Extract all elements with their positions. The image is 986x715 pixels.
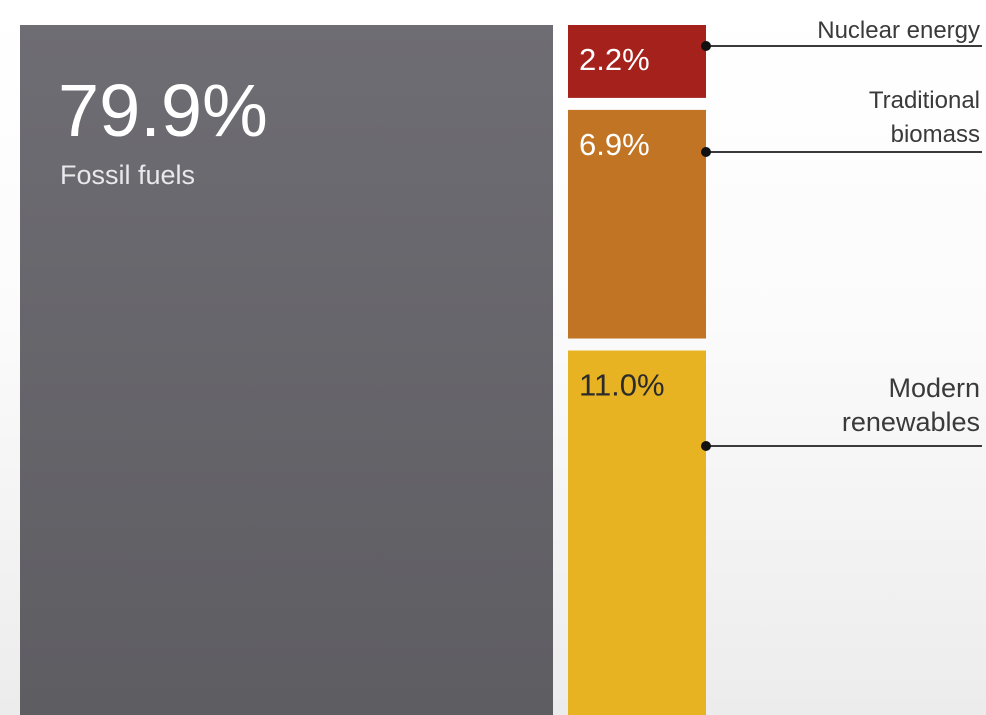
block-modern-renewables: [568, 350, 706, 715]
category-label-fossil-fuels: Fossil fuels: [60, 160, 195, 190]
category-label-modern-renewables-line-2: renewables: [842, 407, 980, 437]
callout-dot-nuclear-energy: [701, 41, 711, 51]
category-label-traditional-biomass-line-1: Traditional: [869, 87, 980, 114]
category-label-modern-renewables-line-1: Modern: [888, 373, 980, 403]
value-label-traditional-biomass: 6.9%: [579, 127, 650, 162]
category-label-nuclear-energy: Nuclear energy: [817, 17, 980, 44]
block-fossil-fuels: [20, 25, 553, 715]
callout-dot-modern-renewables: [701, 441, 711, 451]
value-label-fossil-fuels: 79.9%: [58, 69, 268, 152]
callout-dot-traditional-biomass: [701, 147, 711, 157]
block-nuclear-energy: [568, 25, 706, 98]
value-label-nuclear-energy: 2.2%: [579, 42, 650, 77]
category-label-traditional-biomass-line-2: biomass: [891, 121, 980, 148]
block-traditional-biomass: [568, 109, 706, 339]
value-label-modern-renewables: 11.0%: [579, 368, 665, 403]
